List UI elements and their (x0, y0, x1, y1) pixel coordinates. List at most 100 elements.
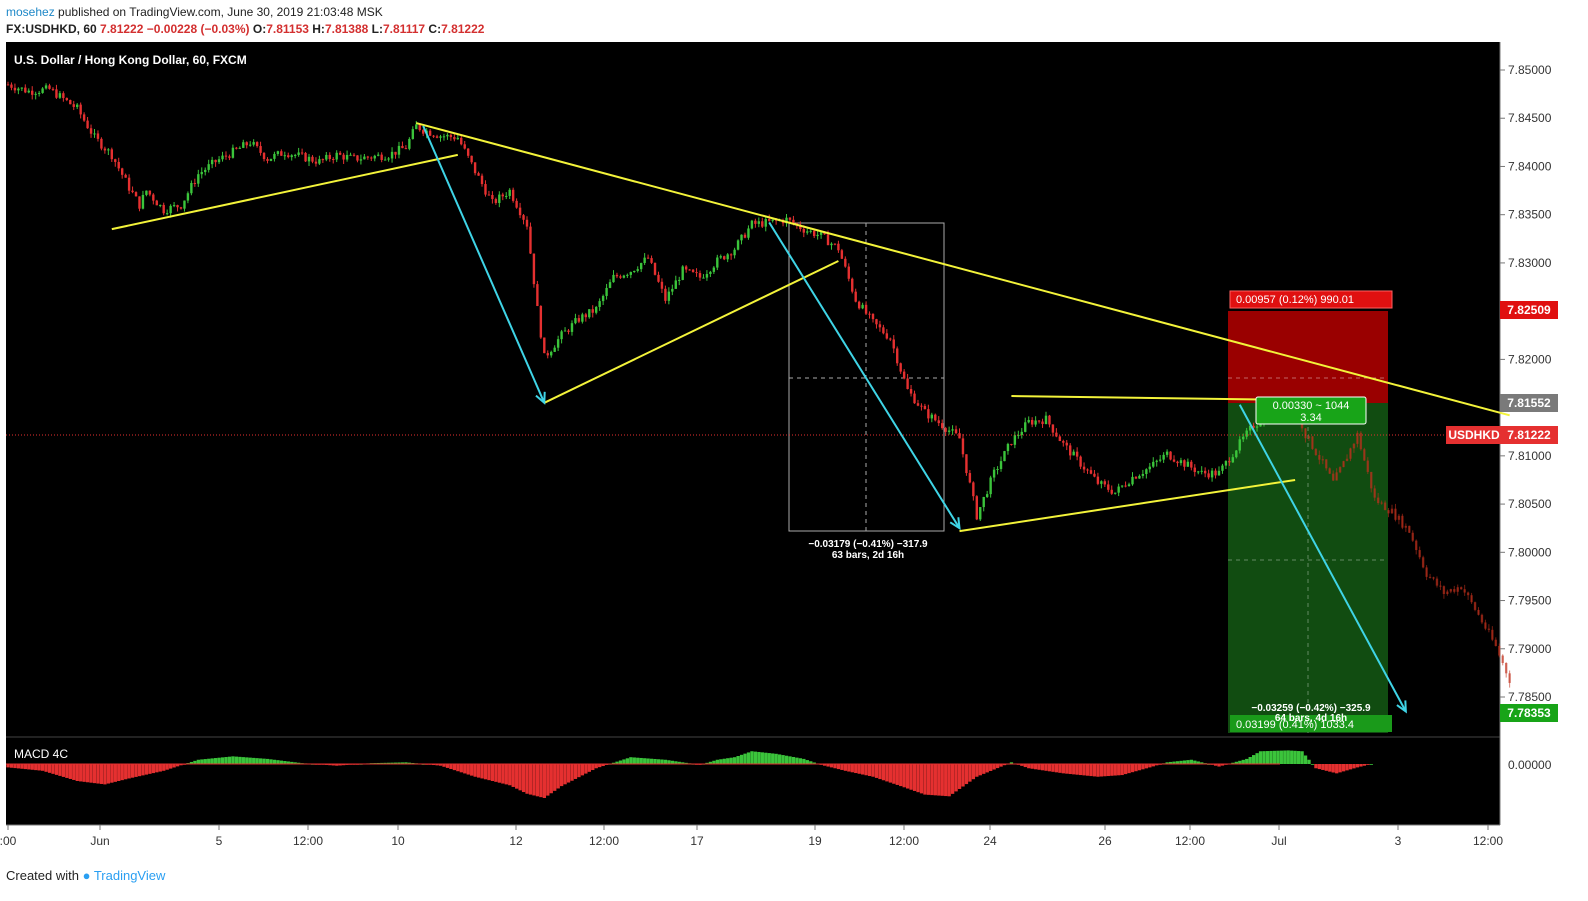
stop-loss-zone[interactable] (1228, 311, 1388, 403)
chart-header: mosehez published on TradingView.com, Ju… (0, 0, 1588, 42)
chart-area[interactable]: 0.00957 (0.12%) 990.01 0.00330 ~ 1044 3.… (0, 42, 1588, 858)
macd-bar (1168, 761, 1173, 764)
candle-body (1415, 540, 1418, 551)
macd-bar (871, 764, 875, 777)
macd-bar (1027, 764, 1031, 769)
candle-body (162, 204, 165, 214)
macd-bar (1341, 764, 1346, 772)
chart-canvas[interactable]: 0.00957 (0.12%) 990.01 0.00330 ~ 1044 3.… (0, 42, 1588, 858)
time-tick: 3 (1395, 834, 1402, 848)
candle-body (698, 273, 702, 278)
candle-body (152, 194, 155, 201)
candle-body (1044, 415, 1048, 425)
macd-bar (781, 755, 785, 764)
candle-body (1152, 461, 1155, 467)
macd-bar (1283, 750, 1287, 764)
candle-body (1460, 587, 1463, 590)
measure2-line2: 64 bars, 4d 16h (1275, 713, 1347, 724)
macd-bar (577, 764, 581, 778)
candle-body (27, 90, 30, 93)
macd-bar (293, 762, 297, 764)
macd-bar (722, 758, 726, 764)
macd-bar (23, 764, 27, 770)
candle-body (979, 507, 982, 520)
candle-body (276, 151, 280, 154)
candle-body (404, 148, 408, 150)
macd-bar (975, 764, 979, 777)
symbol-badge (1446, 426, 1502, 444)
macd-bar (874, 764, 879, 778)
candle-body (802, 229, 805, 233)
candle-body (51, 88, 55, 90)
macd-bar (169, 764, 173, 769)
position-tool[interactable] (1228, 311, 1388, 733)
candle-body (1321, 459, 1324, 461)
macd-bar (1182, 760, 1187, 764)
author-link[interactable]: mosehez (6, 5, 55, 19)
macd-bar (37, 764, 41, 771)
candle-body (370, 157, 373, 159)
candle-body (1248, 425, 1252, 431)
macd-bar (733, 757, 737, 764)
candle-body (428, 130, 432, 136)
arrows[interactable] (422, 125, 1407, 714)
candle-body (1224, 461, 1228, 466)
macd-bar (179, 764, 183, 766)
candle-body (480, 175, 484, 185)
time-tick: 12:00 (1473, 834, 1503, 848)
macd-bar (65, 764, 69, 778)
macd-bar (51, 764, 55, 774)
macd-bar (729, 757, 733, 764)
trendlines[interactable] (111, 122, 1510, 533)
candle-body (100, 138, 103, 149)
macd-bar (649, 758, 654, 764)
candle-body (1335, 472, 1338, 481)
tradingview-logo-icon[interactable]: ● TradingView (82, 868, 166, 883)
candle-body (169, 205, 172, 214)
candle-body (1463, 589, 1466, 593)
candle-body (1345, 458, 1349, 462)
entry-label: 0.00330 ~ 1044 (1273, 400, 1350, 412)
macd-bar (670, 760, 675, 764)
candle-body (501, 194, 504, 197)
candle-body (1349, 448, 1352, 459)
candle-body (868, 313, 871, 315)
candle-body (643, 257, 646, 264)
candle-body (1404, 525, 1408, 528)
candle-body (754, 220, 757, 224)
candle-body (1148, 466, 1151, 470)
candle-body (1069, 445, 1072, 456)
macd-bar (1034, 764, 1038, 770)
candle-body (812, 230, 816, 237)
time-tick: 19 (808, 834, 822, 848)
candle-body (1062, 441, 1065, 443)
macd-bar (1286, 750, 1290, 764)
candle-body (1145, 469, 1148, 475)
macd-bar (757, 751, 761, 764)
candle-body (941, 423, 944, 429)
take-profit-zone[interactable] (1228, 403, 1388, 733)
position-labels[interactable]: 0.00957 (0.12%) 990.01 0.00330 ~ 1044 3.… (1229, 290, 1393, 732)
candle-body (1252, 425, 1255, 428)
open-label: O: (252, 22, 267, 36)
macd-bar (113, 764, 117, 782)
candle-body (159, 204, 162, 206)
macd-bar (618, 760, 623, 764)
macd-bar (283, 761, 287, 764)
macd-bar (231, 756, 235, 764)
candle-body (20, 87, 24, 89)
macd-bar (61, 764, 66, 777)
macd-bar (1307, 759, 1311, 764)
candle-body (684, 266, 688, 270)
candle-body (857, 301, 861, 309)
price-axis[interactable]: 7.85000 7.84500 7.84000 7.83500 7.83000 7.825… (1500, 63, 1552, 704)
indicator-label: MACD 4C (14, 747, 68, 761)
candle-body (390, 151, 394, 159)
time-axis[interactable]: :00 Jun 5 12:00 10 12 12:00 17 19 12:00 24 26 12:00 J… (0, 825, 1503, 848)
stop-badge (1500, 301, 1558, 319)
candle-body (785, 217, 788, 224)
candle-body (660, 281, 664, 289)
candle-body (304, 152, 307, 162)
current-badge (1500, 426, 1558, 444)
macd-bar (380, 762, 384, 764)
